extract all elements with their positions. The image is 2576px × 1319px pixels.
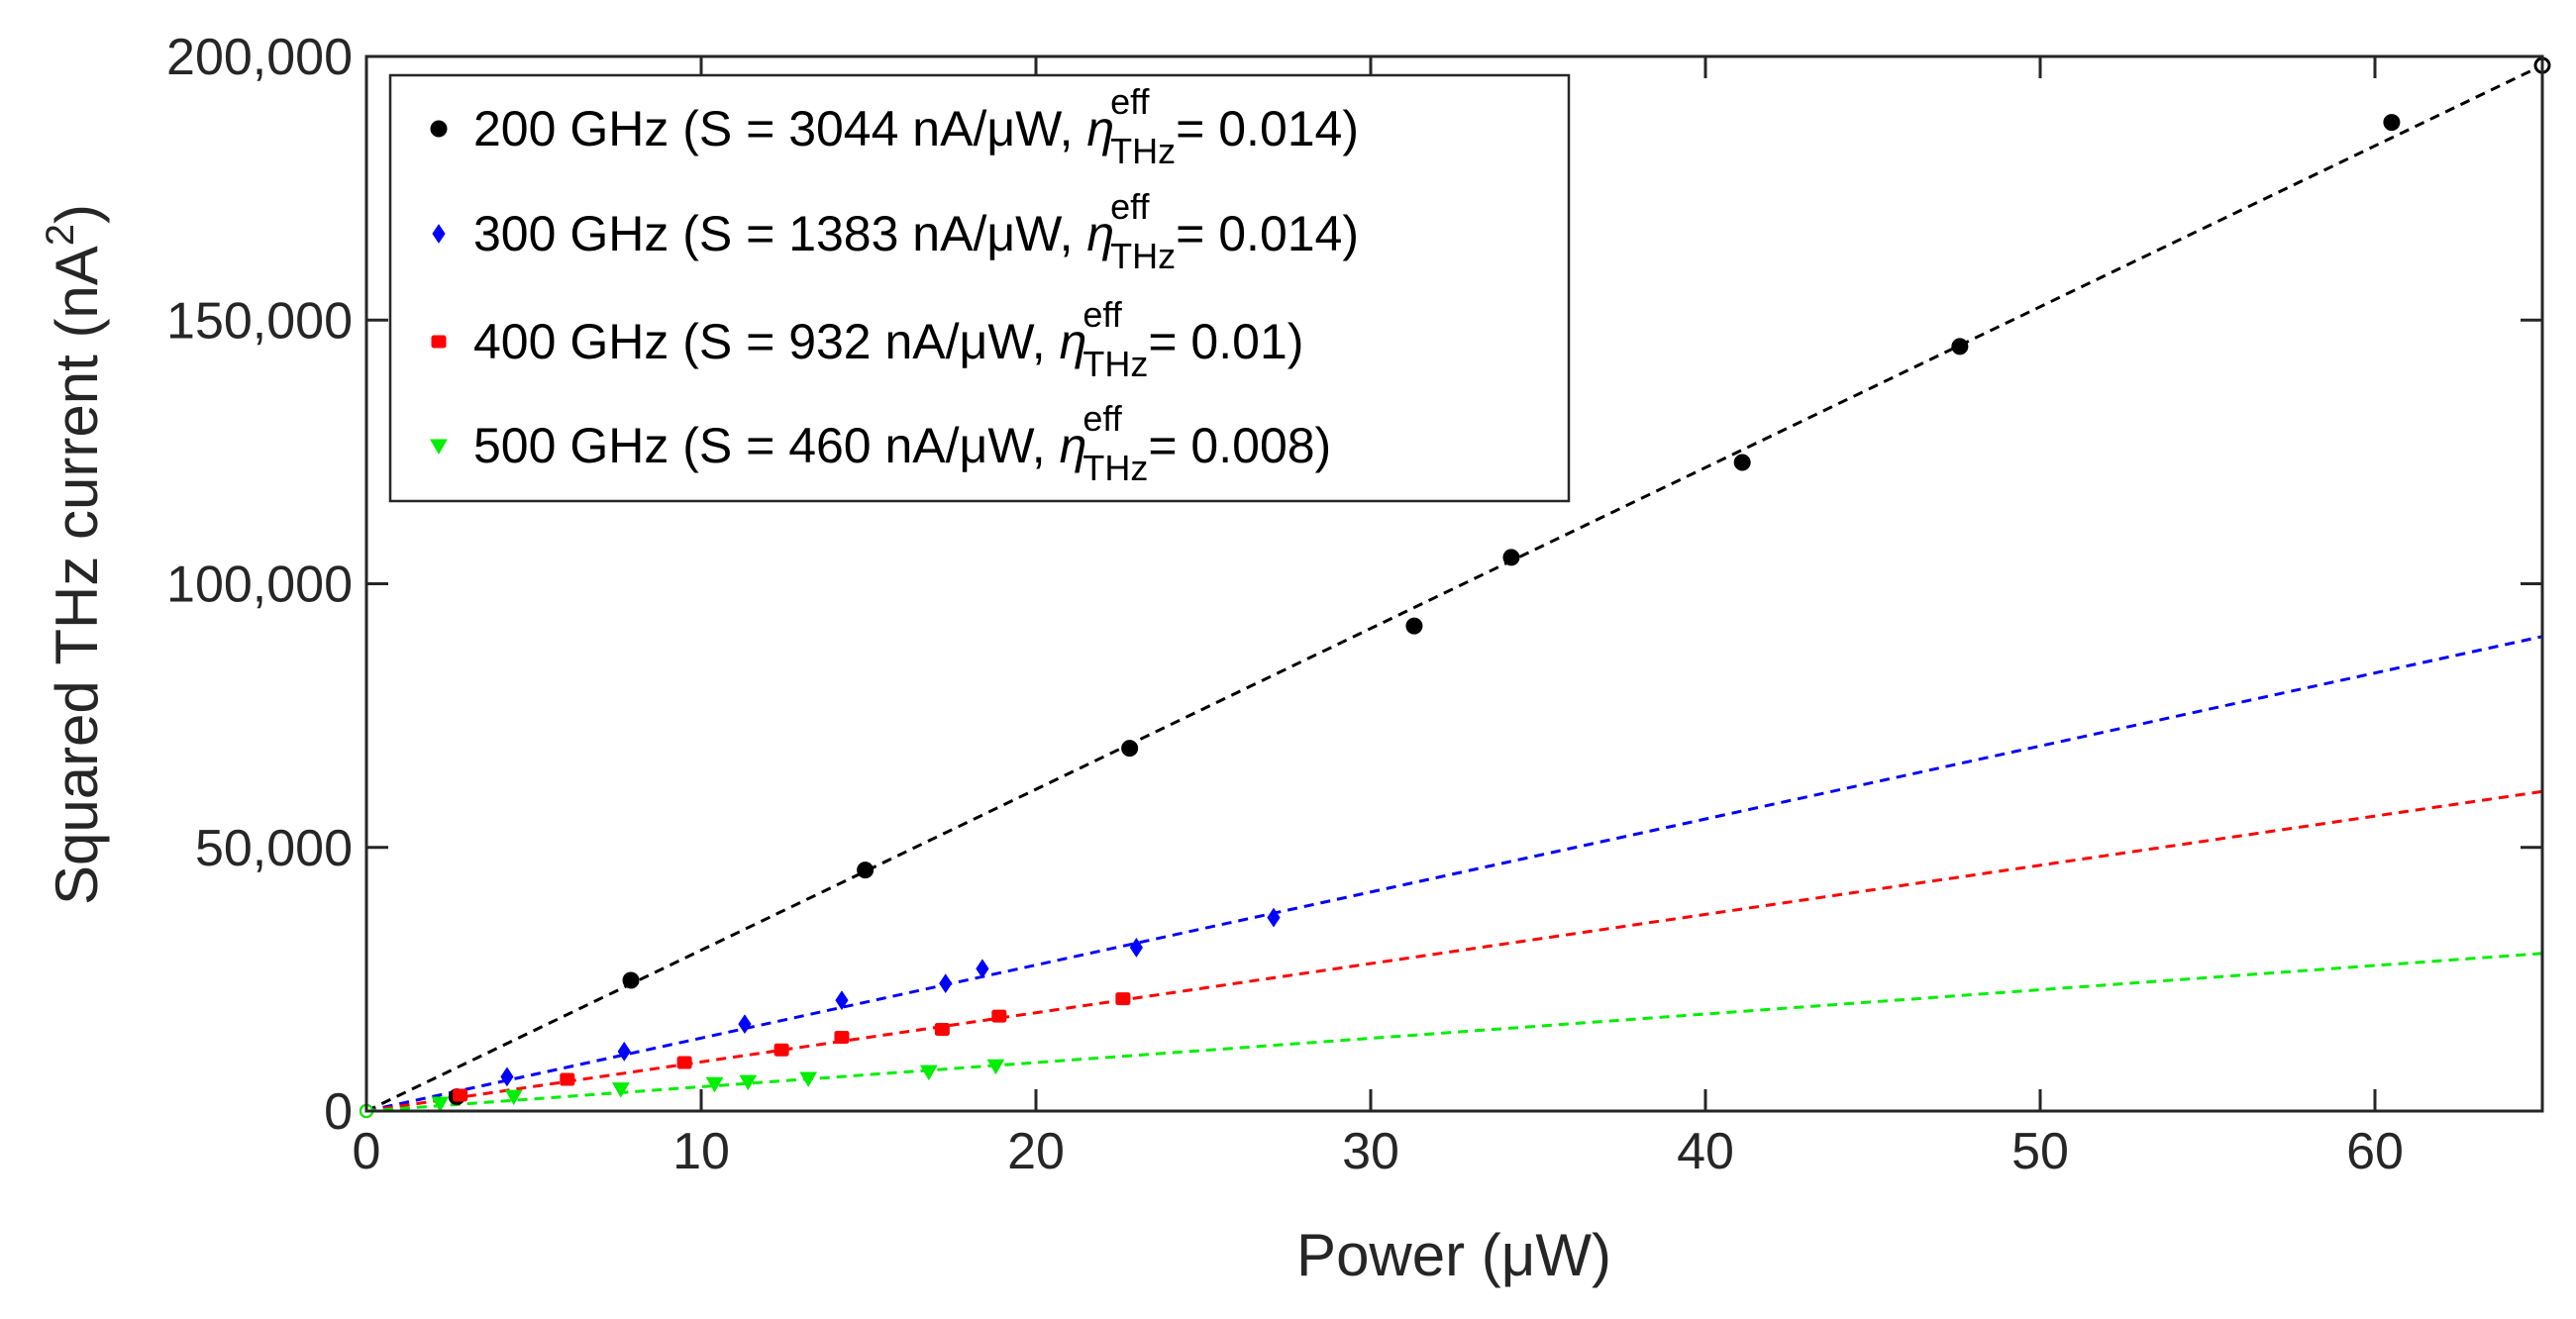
y-tick-label: 150,000 bbox=[166, 292, 353, 350]
data-point bbox=[738, 1014, 752, 1035]
y-tick-label: 50,000 bbox=[195, 820, 353, 877]
data-markers bbox=[360, 56, 2551, 1118]
y-axis-title-sup: 2 bbox=[39, 224, 82, 246]
fit-line-300-ghz bbox=[365, 635, 2543, 1113]
data-point bbox=[976, 959, 989, 979]
fit-line-400-ghz bbox=[365, 789, 2543, 1113]
data-point bbox=[612, 1082, 630, 1098]
data-point bbox=[1115, 992, 1131, 1006]
x-tick-label: 50 bbox=[2011, 1123, 2069, 1180]
ticks: 0 10 20 30 40 50 60 0 50,000 100,000 150,000 200,00… bbox=[166, 29, 2542, 1180]
legend-label: 200 GHz (S = 3044 nA/μW, bbox=[473, 101, 1086, 156]
legend-entry: 300 GHz (S = 1383 nA/μW, ηeff THz= 0.014) bbox=[473, 186, 1359, 276]
data-point bbox=[773, 1043, 789, 1057]
legend-eta-sup: eff bbox=[1082, 294, 1122, 335]
data-point bbox=[705, 1076, 724, 1093]
legend-marker bbox=[432, 224, 446, 244]
data-point bbox=[617, 1041, 631, 1062]
data-point bbox=[835, 990, 849, 1011]
legend-marker bbox=[430, 439, 448, 456]
legend-eta-sub: THz bbox=[1110, 236, 1176, 276]
x-tick-label: 0 bbox=[353, 1123, 381, 1180]
data-point bbox=[1129, 938, 1144, 958]
data-point bbox=[991, 1009, 1007, 1023]
x-axis-title: Power (μW) bbox=[1296, 1222, 1611, 1288]
legend-entry: 400 GHz (S = 932 nA/μW, ηeff THz= 0.01) bbox=[473, 294, 1303, 384]
legend: 200 GHz (S = 3044 nA/μW, ηeff THz= 0.014)… bbox=[388, 73, 1571, 503]
fit-line-200-ghz bbox=[365, 63, 2543, 1113]
legend-eta-sub: THz bbox=[1082, 448, 1148, 488]
legend-marker bbox=[431, 335, 447, 349]
x-tick-label: 40 bbox=[1677, 1123, 1734, 1180]
fit-lines bbox=[365, 63, 2543, 1113]
legend-marker bbox=[430, 120, 448, 138]
data-point bbox=[431, 1096, 450, 1113]
legend-eta: η bbox=[1060, 418, 1087, 473]
legend-eta: η bbox=[1060, 314, 1087, 369]
x-tick-label: 30 bbox=[1342, 1123, 1399, 1180]
data-point bbox=[986, 1059, 1005, 1075]
data-point bbox=[1121, 740, 1139, 758]
legend-box bbox=[388, 73, 1571, 503]
data-point bbox=[622, 971, 640, 989]
y-tick-label: 0 bbox=[324, 1083, 353, 1141]
legend-value: = 0.014) bbox=[1176, 101, 1359, 156]
legend-entry: 200 GHz (S = 3044 nA/μW, ηeff THz= 0.014) bbox=[473, 81, 1359, 171]
data-point bbox=[1405, 617, 1423, 635]
data-point bbox=[934, 1022, 950, 1036]
x-tick-label: 60 bbox=[2346, 1123, 2404, 1180]
x-tick-label: 20 bbox=[1007, 1123, 1065, 1180]
data-point bbox=[1951, 338, 1969, 355]
data-point bbox=[919, 1065, 938, 1081]
y-tick-label: 200,000 bbox=[166, 29, 353, 86]
data-point bbox=[857, 862, 875, 879]
legend-label: 400 GHz (S = 932 nA/μW, bbox=[473, 314, 1060, 369]
data-point bbox=[739, 1074, 758, 1091]
data-point bbox=[799, 1071, 818, 1087]
legend-value: = 0.008) bbox=[1148, 418, 1331, 473]
data-point bbox=[1733, 454, 1751, 471]
legend-eta-sub: THz bbox=[1110, 131, 1176, 171]
x-tick-label: 10 bbox=[672, 1123, 730, 1180]
data-point bbox=[560, 1072, 575, 1086]
legend-eta-sup: eff bbox=[1110, 186, 1150, 227]
legend-label: 500 GHz (S = 460 nA/μW, bbox=[473, 418, 1060, 473]
data-point bbox=[453, 1088, 468, 1102]
legend-eta-sup: eff bbox=[1110, 81, 1150, 122]
data-point bbox=[504, 1089, 523, 1106]
data-point bbox=[2383, 114, 2401, 132]
data-point bbox=[676, 1056, 692, 1069]
legend-eta-sub: THz bbox=[1082, 344, 1148, 384]
data-point bbox=[500, 1066, 514, 1087]
legend-value: = 0.01) bbox=[1148, 314, 1303, 369]
legend-eta-sup: eff bbox=[1082, 398, 1122, 439]
legend-eta: η bbox=[1086, 101, 1114, 156]
data-point bbox=[1267, 907, 1281, 928]
fit-line-500-ghz bbox=[365, 952, 2543, 1113]
y-tick-label: 100,000 bbox=[166, 557, 353, 614]
legend-value: = 0.014) bbox=[1176, 206, 1359, 261]
data-point bbox=[1502, 549, 1520, 566]
legend-eta: η bbox=[1086, 206, 1114, 261]
y-axis-title: Squared THz current (nA2) bbox=[39, 204, 110, 905]
legend-entry: 500 GHz (S = 460 nA/μW, ηeff THz= 0.008) bbox=[473, 398, 1331, 488]
y-axis-title-close: ) bbox=[44, 204, 110, 224]
data-point bbox=[939, 973, 953, 994]
data-point bbox=[834, 1030, 850, 1044]
y-axis-title-main: Squared THz current (nA bbox=[44, 246, 110, 905]
legend-label: 300 GHz (S = 1383 nA/μW, bbox=[473, 206, 1086, 261]
